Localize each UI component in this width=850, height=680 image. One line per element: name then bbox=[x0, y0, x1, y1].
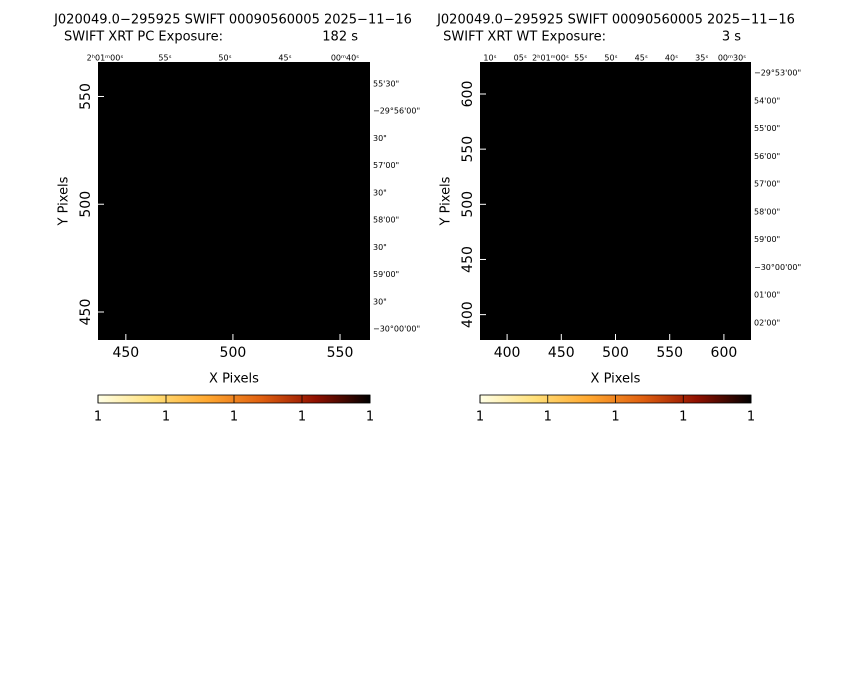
colorbar-tick-label: 1 bbox=[230, 410, 238, 425]
y-axis-label: Y Pixels bbox=[57, 176, 72, 226]
y-tick-label: 450 bbox=[78, 299, 94, 326]
y-tick-label: 600 bbox=[460, 81, 476, 108]
exposure: 182 s bbox=[322, 30, 358, 45]
x-tick-label: 450 bbox=[548, 345, 575, 361]
y-tick-label: 400 bbox=[460, 301, 476, 328]
dec-label: 57'00" bbox=[373, 161, 399, 170]
colorbar-tick-label: 1 bbox=[298, 410, 306, 425]
ra-label: 55ˢ bbox=[574, 54, 587, 63]
colorbar-tick-label: 1 bbox=[747, 410, 755, 425]
x-tick-label: 550 bbox=[327, 345, 354, 361]
dec-label: −29°53'00" bbox=[754, 69, 801, 78]
colorbar-tick-label: 1 bbox=[366, 410, 374, 425]
x-tick-label: 500 bbox=[220, 345, 247, 361]
colorbar-tick-label: 1 bbox=[679, 410, 687, 425]
x-tick-label: 500 bbox=[602, 345, 629, 361]
colorbar-tick-label: 1 bbox=[162, 410, 170, 425]
dec-label: 55'00" bbox=[754, 124, 780, 133]
x-tick-label: 400 bbox=[494, 345, 521, 361]
dec-label: 30" bbox=[373, 243, 387, 252]
x-axis-label: X Pixels bbox=[209, 372, 259, 387]
dec-label: 54'00" bbox=[754, 96, 780, 105]
dec-label: 58'00" bbox=[754, 207, 780, 216]
y-tick-label: 500 bbox=[78, 191, 94, 218]
title: J020049.0−295925 SWIFT 00090560005 2025−… bbox=[53, 13, 412, 28]
y-tick-label: 550 bbox=[460, 136, 476, 163]
ra-label: 35ˢ bbox=[695, 54, 708, 63]
dec-label: 57'00" bbox=[754, 180, 780, 189]
colorbar-tick-label: 1 bbox=[544, 410, 552, 425]
title: J020049.0−295925 SWIFT 00090560005 2025−… bbox=[436, 13, 795, 28]
ra-label: 05ˢ bbox=[514, 54, 527, 63]
dec-label: 30" bbox=[373, 297, 387, 306]
colorbar-tick-label: 1 bbox=[94, 410, 102, 425]
colorbar-tick-label: 1 bbox=[611, 410, 619, 425]
dec-label: 01'00" bbox=[754, 291, 780, 300]
x-tick-label: 450 bbox=[112, 345, 139, 361]
dec-label: 59'00" bbox=[373, 270, 399, 279]
ra-label: 45ˢ bbox=[278, 54, 291, 63]
exposure: 3 s bbox=[722, 30, 741, 45]
subtitle: SWIFT XRT PC Exposure: bbox=[64, 30, 223, 45]
ra-label: 50ˢ bbox=[218, 54, 231, 63]
image bbox=[480, 62, 751, 340]
image bbox=[98, 62, 370, 340]
ra-label: 2ʰ01ᵐ00ˢ bbox=[87, 54, 124, 63]
ra-label: 55ˢ bbox=[158, 54, 171, 63]
ra-label: 45ˢ bbox=[635, 54, 648, 63]
dec-label: 56'00" bbox=[754, 152, 780, 161]
ra-label: 00ᵐ30ˢ bbox=[718, 54, 746, 63]
y-tick-label: 550 bbox=[78, 83, 94, 110]
ra-label: 40ˢ bbox=[665, 54, 678, 63]
y-tick-label: 450 bbox=[460, 246, 476, 273]
dec-label: 30" bbox=[373, 134, 387, 143]
x-axis-label: X Pixels bbox=[591, 372, 641, 387]
dec-label: 30" bbox=[373, 188, 387, 197]
dec-label: 58'00" bbox=[373, 216, 399, 225]
dec-label: −30°00'00" bbox=[373, 325, 420, 334]
dec-label: 02'00" bbox=[754, 319, 780, 328]
x-tick-label: 550 bbox=[656, 345, 683, 361]
subtitle: SWIFT XRT WT Exposure: bbox=[443, 30, 606, 45]
ra-label: 50ˢ bbox=[604, 54, 617, 63]
dec-label: −30°00'00" bbox=[754, 263, 801, 272]
y-axis-label: Y Pixels bbox=[439, 176, 454, 226]
ra-label: 2ʰ01ᵐ00ˢ bbox=[532, 54, 569, 63]
ra-label: 00ᵐ40ˢ bbox=[331, 54, 359, 63]
dec-label: 59'00" bbox=[754, 235, 780, 244]
x-tick-label: 600 bbox=[711, 345, 738, 361]
ra-label: 10ˢ bbox=[483, 54, 496, 63]
y-tick-label: 500 bbox=[460, 191, 476, 218]
dec-label: −29°56'00" bbox=[373, 107, 420, 116]
colorbar-tick-label: 1 bbox=[476, 410, 484, 425]
dec-label: 55'30" bbox=[373, 80, 399, 89]
